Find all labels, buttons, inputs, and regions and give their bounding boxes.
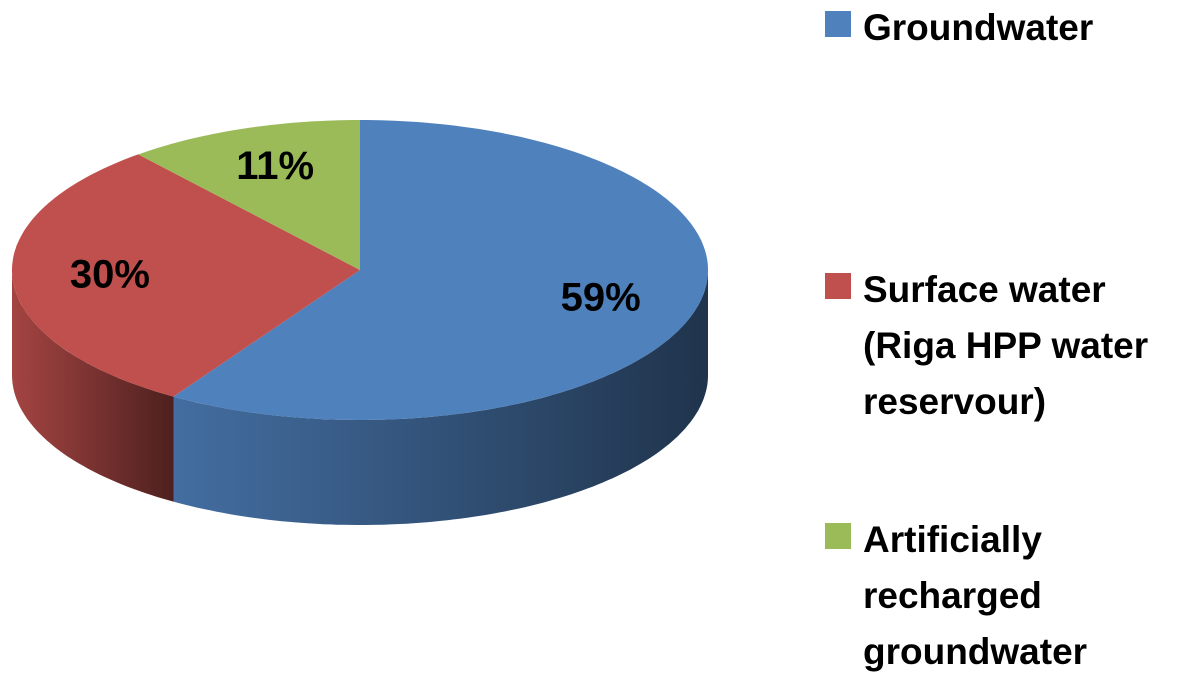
legend-swatch: [825, 523, 851, 549]
pie-slice: [12, 154, 360, 397]
pie-slice: [138, 120, 360, 270]
data-label: 11%: [236, 144, 314, 188]
legend-label: Surface water (Riga HPP water reservour): [863, 269, 1149, 422]
legend-item: Artificially recharged groundwater: [825, 512, 1185, 680]
legend-label: Groundwater: [863, 7, 1094, 48]
data-label: 30%: [70, 252, 150, 296]
legend-item: Groundwater: [825, 0, 1185, 56]
data-label: 59%: [561, 276, 641, 320]
pie-slice: [173, 120, 708, 420]
legend-item: Surface water (Riga HPP water reservour): [825, 262, 1185, 430]
legend-label: Artificially recharged groundwater: [863, 519, 1088, 672]
chart: 59% 30% 11%: [12, 120, 708, 525]
legend-swatch: [825, 11, 851, 37]
pie-side-shade: [12, 270, 174, 502]
legend-swatch: [825, 273, 851, 299]
pie-side-shade: [173, 270, 708, 525]
